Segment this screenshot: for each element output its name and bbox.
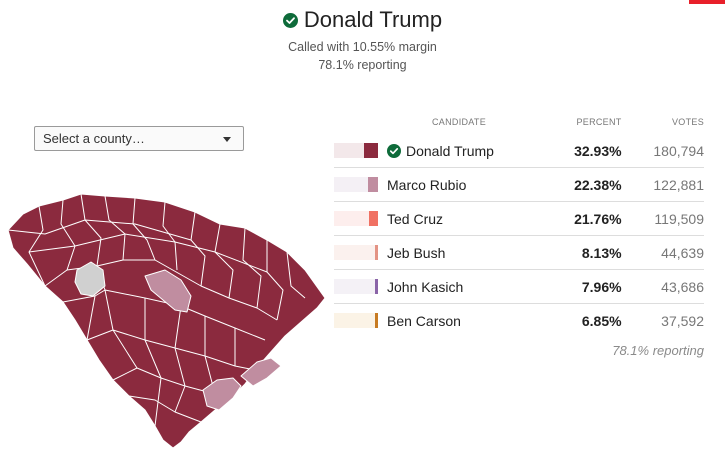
vote-bar <box>334 211 378 226</box>
candidate-name: Ben Carson <box>387 312 461 329</box>
race-header: Donald Trump Called with 10.55% margin 7… <box>0 0 725 74</box>
candidate-votes: 180,794 <box>653 142 704 159</box>
county-select[interactable]: Select a county… <box>34 126 244 151</box>
candidate-name: Donald Trump <box>406 142 494 159</box>
check-icon <box>387 143 401 158</box>
vote-bar <box>334 313 378 328</box>
top-accent-bar <box>689 0 725 4</box>
candidate-votes: 44,639 <box>629 235 704 270</box>
vote-bar <box>334 279 378 294</box>
county-rubio-richland[interactable] <box>144 269 192 313</box>
candidate-cell: Ted Cruz <box>379 201 548 236</box>
candidate-name: Jeb Bush <box>387 244 446 261</box>
winner-title: Donald Trump <box>0 7 725 33</box>
candidate-name: John Kasich <box>387 278 464 295</box>
candidate-percent: 21.76% <box>548 201 630 236</box>
col-candidate-header: CANDIDATE <box>432 117 487 127</box>
candidate-cell: Donald Trump <box>379 134 548 168</box>
candidate-percent: 7.96% <box>548 269 630 304</box>
table-row: Ben Carson 6.85% 37,592 <box>334 303 704 337</box>
vote-bar <box>334 177 378 192</box>
vote-bar-cell <box>334 235 379 270</box>
vote-bar-cell <box>334 167 379 202</box>
vote-bar-cell <box>334 201 379 236</box>
county-select-label: Select a county… <box>43 131 145 146</box>
county-rubio-charleston[interactable] <box>202 377 242 411</box>
vote-bar-cell <box>334 269 379 304</box>
candidate-percent: 8.13% <box>548 235 630 270</box>
candidate-percent: 22.38% <box>548 167 630 202</box>
county-borders <box>7 193 306 427</box>
candidate-name: Marco Rubio <box>387 176 467 193</box>
table-row: Marco Rubio 22.38% 122,881 <box>334 167 704 202</box>
table-row: Jeb Bush 8.13% 44,639 <box>334 235 704 270</box>
col-votes-header: VOTES <box>671 117 704 127</box>
candidate-votes: 37,592 <box>629 303 704 337</box>
county-map[interactable] <box>5 190 330 450</box>
results-header-row: CANDIDATE PERCENT VOTES <box>334 115 704 134</box>
candidate-cell: Jeb Bush <box>379 235 548 270</box>
county-rubio-georgetown[interactable] <box>240 357 282 387</box>
candidate-cell: Ben Carson <box>379 303 548 337</box>
candidate-cell: Marco Rubio <box>379 167 548 202</box>
table-row: Ted Cruz 21.76% 119,509 <box>334 201 704 236</box>
candidate-percent: 6.85% <box>548 303 630 337</box>
results-table: CANDIDATE PERCENT VOTES Donald Trump 32.… <box>334 115 704 337</box>
candidate-cell: John Kasich <box>379 269 548 304</box>
reporting-text: 78.1% reporting <box>318 58 407 72</box>
reporting-footer: 78.1% reporting <box>612 343 704 358</box>
table-row: John Kasich 7.96% 43,686 <box>334 269 704 304</box>
vote-bar <box>334 245 378 260</box>
candidate-votes: 43,686 <box>629 269 704 304</box>
check-icon <box>282 12 298 28</box>
candidate-votes: 122,881 <box>629 167 704 202</box>
vote-bar-cell <box>334 303 379 337</box>
vote-bar <box>334 143 378 158</box>
table-row: Donald Trump 32.93% 180,794 <box>334 134 704 168</box>
candidate-name: Ted Cruz <box>387 210 444 227</box>
candidate-votes: 119,509 <box>629 201 704 236</box>
state-outline <box>7 193 326 449</box>
county-no-data[interactable] <box>74 261 106 297</box>
vote-bar-cell <box>334 134 379 168</box>
called-margin-text: Called with 10.55% margin <box>288 40 437 54</box>
candidate-percent: 32.93% <box>574 142 622 159</box>
chevron-down-icon <box>223 137 231 142</box>
col-percent-header: PERCENT <box>576 117 622 127</box>
winner-name: Donald Trump <box>303 7 443 32</box>
